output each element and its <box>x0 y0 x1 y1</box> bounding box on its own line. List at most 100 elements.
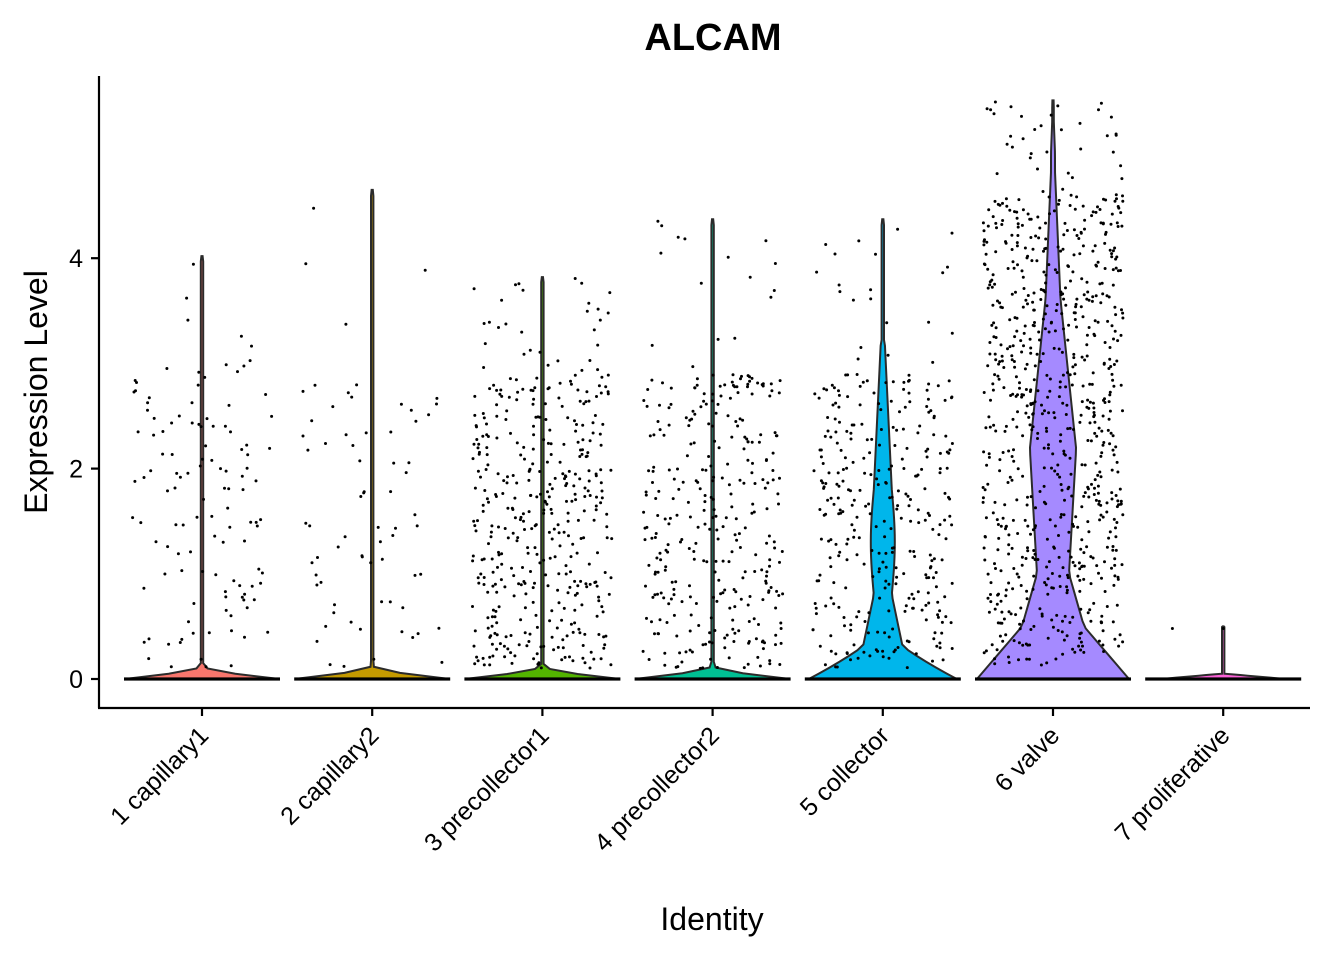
data-point <box>548 428 552 432</box>
zero-points-4 <box>634 677 791 681</box>
data-point <box>772 289 776 292</box>
data-point <box>1037 330 1041 334</box>
data-point <box>1111 545 1115 548</box>
data-point <box>578 455 582 458</box>
data-point <box>482 663 486 667</box>
data-point <box>552 527 556 531</box>
data-point <box>1043 409 1046 413</box>
data-point <box>547 530 551 534</box>
data-point <box>481 656 485 660</box>
data-point <box>170 453 174 456</box>
x-tick-label: 2 capillary2 <box>275 721 384 830</box>
data-point <box>1113 246 1117 250</box>
data-point <box>1046 446 1050 450</box>
data-point <box>847 488 850 492</box>
data-point <box>1120 563 1124 567</box>
data-point <box>1007 449 1011 453</box>
data-point <box>822 485 826 489</box>
data-point <box>734 590 738 594</box>
data-point <box>189 550 192 554</box>
violin-7 <box>1161 625 1286 680</box>
data-point <box>1012 567 1016 570</box>
data-point <box>490 615 494 619</box>
data-point <box>688 629 692 633</box>
data-point <box>659 591 663 595</box>
data-point <box>891 425 895 429</box>
data-point <box>346 391 350 395</box>
data-point <box>727 483 731 487</box>
data-point <box>1119 499 1123 503</box>
data-point <box>580 452 584 456</box>
data-point <box>378 540 382 544</box>
data-point <box>891 380 895 384</box>
data-point <box>513 654 517 658</box>
data-point <box>851 460 855 464</box>
data-point <box>581 423 585 427</box>
data-point <box>1048 212 1051 216</box>
data-point <box>868 451 872 455</box>
data-point <box>1050 466 1053 470</box>
data-point <box>991 215 995 219</box>
data-point <box>899 516 903 520</box>
data-point <box>1010 354 1014 358</box>
data-point <box>1121 199 1125 203</box>
data-point <box>920 608 924 612</box>
data-point <box>1003 429 1007 433</box>
data-point <box>738 478 742 482</box>
data-point <box>163 572 167 576</box>
data-point <box>1092 493 1096 496</box>
data-point <box>705 560 709 564</box>
data-point <box>902 380 906 384</box>
data-point <box>506 506 510 510</box>
data-point <box>940 620 944 624</box>
data-point <box>1092 411 1096 414</box>
data-point <box>495 388 499 392</box>
data-point <box>1058 574 1062 578</box>
data-point <box>984 516 988 520</box>
data-point <box>1073 318 1077 321</box>
data-point <box>546 584 550 588</box>
data-point <box>680 538 684 541</box>
data-point <box>750 440 754 444</box>
data-point <box>260 571 264 575</box>
data-point <box>1008 475 1012 479</box>
data-point <box>1049 321 1053 325</box>
data-point <box>380 600 384 604</box>
data-point <box>584 582 588 586</box>
data-point <box>1001 451 1005 454</box>
violin-4 <box>635 218 791 680</box>
data-point <box>1033 552 1037 556</box>
data-point <box>996 523 1000 526</box>
data-point <box>1115 505 1119 509</box>
data-point <box>945 450 949 454</box>
data-point <box>502 644 506 648</box>
data-point <box>1076 525 1080 529</box>
data-point <box>510 566 513 570</box>
data-point <box>490 642 494 646</box>
data-point <box>989 593 992 596</box>
data-point <box>832 602 836 606</box>
data-point <box>738 417 742 421</box>
data-point <box>1004 633 1008 637</box>
data-point <box>1057 198 1061 202</box>
data-point <box>690 650 694 654</box>
data-point <box>829 649 833 653</box>
data-point <box>513 496 517 500</box>
data-point <box>924 618 928 622</box>
data-point <box>1050 572 1054 575</box>
data-point <box>513 516 517 520</box>
data-point <box>838 420 841 424</box>
data-point <box>196 383 200 387</box>
data-point <box>837 605 841 609</box>
data-point <box>837 554 841 558</box>
data-point <box>855 515 859 519</box>
data-point <box>435 396 439 400</box>
data-point <box>1039 298 1043 301</box>
data-point <box>537 661 541 665</box>
data-point <box>1012 360 1016 363</box>
data-point <box>1093 431 1097 435</box>
data-point <box>1083 491 1087 495</box>
data-point <box>576 440 580 444</box>
data-point <box>492 383 496 387</box>
data-point <box>250 344 253 348</box>
